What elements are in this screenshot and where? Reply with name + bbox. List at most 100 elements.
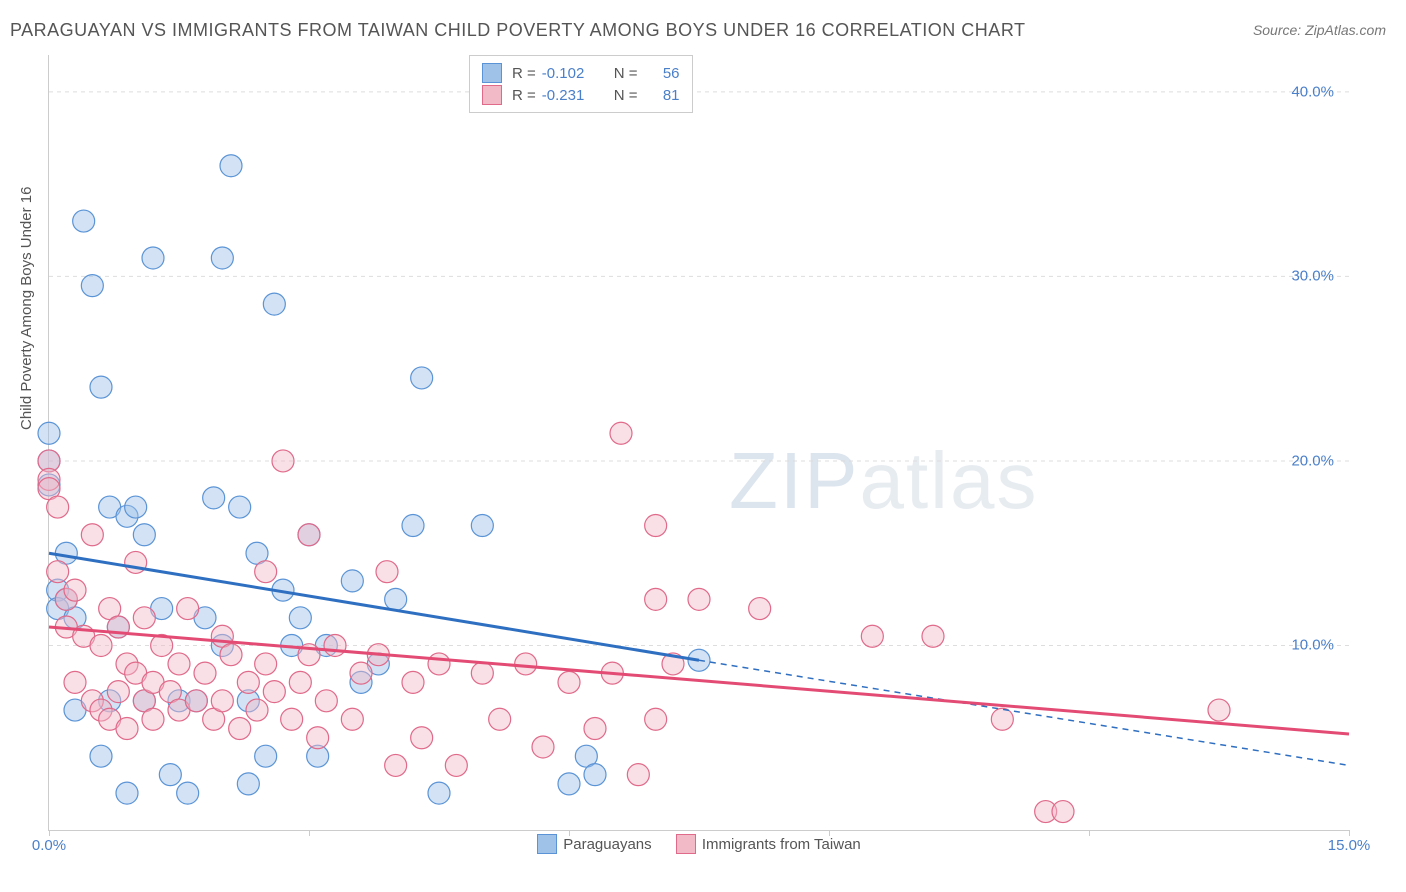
y-tick-label: 10.0% (1291, 637, 1334, 654)
n-label-1: N = (614, 65, 638, 82)
legend-label-1: Paraguayans (563, 836, 651, 853)
swatch-bottom-1 (537, 834, 557, 854)
correlation-legend: R = -0.102 N = 56 R = -0.231 N = 81 (469, 55, 693, 113)
data-point (64, 579, 86, 601)
legend-row-2: R = -0.231 N = 81 (482, 84, 680, 106)
data-point (307, 727, 329, 749)
data-point (610, 422, 632, 444)
data-point (229, 718, 251, 740)
data-point (255, 561, 277, 583)
data-point (1208, 699, 1230, 721)
data-point (246, 699, 268, 721)
legend-label-2: Immigrants from Taiwan (702, 836, 861, 853)
data-point (159, 764, 181, 786)
data-point (237, 773, 259, 795)
data-point (402, 671, 424, 693)
data-point (922, 625, 944, 647)
data-point (515, 653, 537, 675)
data-point (133, 607, 155, 629)
data-point (177, 782, 199, 804)
data-point (645, 515, 667, 537)
data-point (385, 754, 407, 776)
trend-line-extrapolated (699, 660, 1349, 765)
series-legend: Paraguayans Immigrants from Taiwan (49, 834, 1349, 858)
data-point (991, 708, 1013, 730)
data-point (289, 607, 311, 629)
scatter-plot (49, 55, 1349, 830)
r-label-2: R = (512, 87, 536, 104)
data-point (350, 662, 372, 684)
data-point (281, 708, 303, 730)
data-point (220, 644, 242, 666)
data-point (185, 690, 207, 712)
data-point (220, 155, 242, 177)
data-point (558, 773, 580, 795)
data-point (411, 727, 433, 749)
r-label-1: R = (512, 65, 536, 82)
swatch-bottom-2 (676, 834, 696, 854)
data-point (645, 708, 667, 730)
data-point (177, 598, 199, 620)
data-point (47, 496, 69, 518)
data-point (411, 367, 433, 389)
y-tick-label: 20.0% (1291, 452, 1334, 469)
data-point (341, 570, 363, 592)
legend-row-1: R = -0.102 N = 56 (482, 62, 680, 84)
data-point (237, 671, 259, 693)
chart-area: ZIPatlas 10.0%20.0%30.0%40.0% 0.0%15.0% … (48, 55, 1349, 831)
legend-item-1: Paraguayans (537, 834, 651, 854)
data-point (116, 718, 138, 740)
data-point (255, 653, 277, 675)
data-point (263, 681, 285, 703)
data-point (272, 450, 294, 472)
n-value-1: 56 (644, 65, 680, 82)
data-point (64, 671, 86, 693)
data-point (133, 524, 155, 546)
data-point (142, 247, 164, 269)
data-point (861, 625, 883, 647)
r-value-1: -0.102 (542, 65, 602, 82)
data-point (445, 754, 467, 776)
data-point (90, 745, 112, 767)
data-point (489, 708, 511, 730)
data-point (324, 634, 346, 656)
data-point (376, 561, 398, 583)
data-point (81, 524, 103, 546)
data-point (532, 736, 554, 758)
data-point (471, 515, 493, 537)
data-point (558, 671, 580, 693)
data-point (116, 782, 138, 804)
data-point (298, 524, 320, 546)
data-point (211, 247, 233, 269)
data-point (428, 653, 450, 675)
data-point (428, 782, 450, 804)
r-value-2: -0.231 (542, 87, 602, 104)
y-axis-label: Child Poverty Among Boys Under 16 (18, 187, 35, 430)
data-point (142, 708, 164, 730)
data-point (194, 662, 216, 684)
data-point (584, 764, 606, 786)
chart-title: PARAGUAYAN VS IMMIGRANTS FROM TAIWAN CHI… (10, 20, 1025, 41)
y-tick-label: 40.0% (1291, 83, 1334, 100)
data-point (203, 487, 225, 509)
data-point (341, 708, 363, 730)
data-point (81, 275, 103, 297)
y-tick-label: 30.0% (1291, 268, 1334, 285)
swatch-series-1 (482, 63, 502, 83)
source-label: Source: ZipAtlas.com (1253, 22, 1386, 38)
data-point (315, 690, 337, 712)
data-point (38, 422, 60, 444)
n-label-2: N = (614, 87, 638, 104)
data-point (255, 745, 277, 767)
data-point (73, 210, 95, 232)
data-point (107, 681, 129, 703)
data-point (90, 376, 112, 398)
data-point (263, 293, 285, 315)
data-point (229, 496, 251, 518)
data-point (168, 653, 190, 675)
swatch-series-2 (482, 85, 502, 105)
data-point (211, 690, 233, 712)
data-point (289, 671, 311, 693)
data-point (125, 496, 147, 518)
legend-item-2: Immigrants from Taiwan (676, 834, 861, 854)
